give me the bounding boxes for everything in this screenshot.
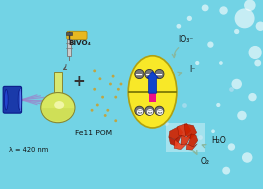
Text: H₂O: H₂O (211, 136, 226, 145)
Polygon shape (178, 123, 191, 137)
Circle shape (187, 16, 192, 21)
Circle shape (244, 0, 256, 11)
Circle shape (234, 29, 239, 34)
FancyBboxPatch shape (66, 32, 72, 35)
Circle shape (135, 69, 144, 79)
Polygon shape (174, 140, 187, 150)
Polygon shape (188, 134, 198, 147)
Ellipse shape (41, 93, 75, 123)
Polygon shape (149, 84, 156, 91)
Circle shape (249, 46, 262, 59)
Circle shape (112, 75, 115, 77)
Polygon shape (149, 91, 156, 102)
Ellipse shape (128, 56, 177, 128)
Circle shape (231, 79, 242, 89)
Polygon shape (169, 126, 183, 140)
Circle shape (176, 24, 181, 29)
FancyArrow shape (147, 72, 158, 93)
Text: ⊕: ⊕ (155, 107, 163, 117)
Polygon shape (181, 134, 191, 145)
Circle shape (254, 60, 261, 66)
Text: +: + (73, 74, 85, 89)
Circle shape (117, 88, 120, 91)
Circle shape (90, 109, 94, 112)
Text: IO₃⁻: IO₃⁻ (178, 35, 193, 44)
Polygon shape (54, 72, 62, 94)
Circle shape (242, 152, 252, 163)
Text: O₂: O₂ (201, 157, 210, 166)
Ellipse shape (18, 90, 22, 110)
Circle shape (145, 69, 154, 79)
Polygon shape (186, 144, 197, 150)
Polygon shape (42, 108, 74, 121)
FancyBboxPatch shape (166, 123, 205, 152)
Circle shape (135, 106, 144, 115)
Text: BiVO₄: BiVO₄ (69, 40, 92, 46)
Polygon shape (169, 135, 181, 146)
Circle shape (248, 93, 257, 101)
Circle shape (237, 111, 247, 120)
Ellipse shape (4, 90, 8, 110)
Text: −: − (155, 70, 163, 80)
Circle shape (93, 69, 96, 72)
Text: ⊕: ⊕ (135, 107, 143, 117)
Circle shape (256, 22, 263, 31)
Circle shape (104, 114, 107, 117)
Circle shape (96, 104, 99, 106)
FancyArrowPatch shape (172, 48, 179, 58)
FancyArrowPatch shape (202, 144, 206, 148)
Text: λ = 420 nm: λ = 420 nm (9, 147, 48, 153)
Circle shape (219, 6, 228, 15)
Circle shape (155, 69, 164, 79)
FancyBboxPatch shape (3, 86, 22, 113)
Circle shape (219, 61, 223, 65)
Ellipse shape (54, 101, 64, 109)
Circle shape (155, 106, 164, 115)
FancyArrowPatch shape (192, 150, 197, 154)
FancyBboxPatch shape (67, 31, 87, 40)
FancyArrowPatch shape (64, 64, 67, 70)
Text: ⊕: ⊕ (145, 107, 153, 117)
Circle shape (228, 143, 235, 151)
Circle shape (145, 106, 154, 115)
Circle shape (98, 77, 102, 80)
Circle shape (93, 88, 96, 91)
Polygon shape (184, 124, 197, 139)
Circle shape (216, 103, 220, 107)
Circle shape (109, 83, 112, 85)
Text: −: − (135, 70, 143, 80)
Circle shape (207, 41, 214, 48)
Circle shape (114, 96, 117, 99)
Text: I⁻: I⁻ (189, 65, 195, 74)
FancyArrowPatch shape (178, 72, 181, 75)
Circle shape (106, 109, 109, 112)
Text: Fe11 POM: Fe11 POM (75, 130, 112, 136)
Circle shape (195, 61, 199, 65)
Circle shape (222, 167, 230, 175)
Circle shape (114, 119, 117, 122)
Circle shape (235, 8, 255, 28)
Circle shape (211, 129, 215, 133)
Text: −: − (145, 70, 153, 80)
Circle shape (101, 96, 104, 99)
Circle shape (119, 83, 122, 85)
Polygon shape (67, 39, 71, 56)
Circle shape (202, 5, 209, 11)
